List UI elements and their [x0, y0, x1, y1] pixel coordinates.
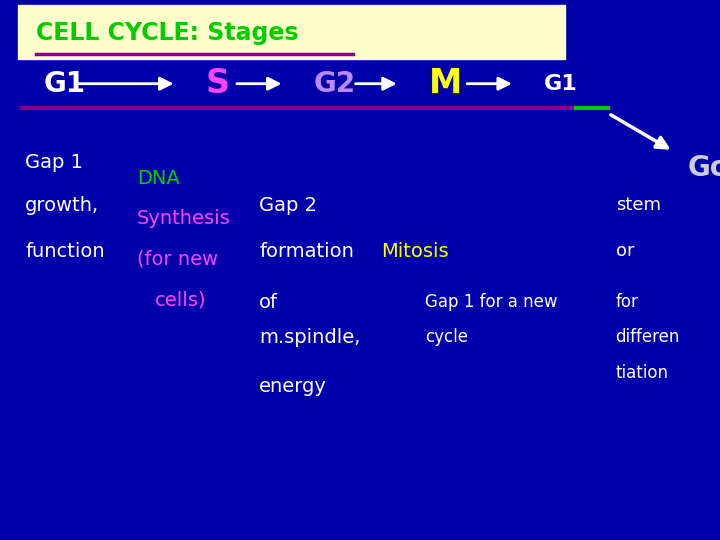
Text: or: or: [616, 242, 634, 260]
Text: Mitosis: Mitosis: [382, 241, 449, 261]
Text: Gap 1 for a new: Gap 1 for a new: [425, 293, 557, 312]
Text: function: function: [25, 241, 105, 261]
Text: (for new: (for new: [137, 249, 218, 269]
Text: cells): cells): [155, 290, 207, 309]
Text: Synthesis: Synthesis: [137, 209, 230, 228]
Text: Gap 1: Gap 1: [25, 152, 84, 172]
Text: differen: differen: [616, 328, 680, 347]
Text: for: for: [616, 293, 639, 312]
Text: cycle: cycle: [425, 328, 468, 347]
Text: Gap 2: Gap 2: [259, 195, 318, 215]
Text: G1: G1: [544, 73, 577, 94]
Text: DNA: DNA: [137, 168, 179, 188]
Text: tiation: tiation: [616, 363, 669, 382]
Text: M: M: [428, 67, 462, 100]
Text: G1: G1: [43, 70, 85, 98]
FancyBboxPatch shape: [18, 5, 565, 59]
Text: energy: energy: [259, 376, 327, 396]
Text: m.spindle,: m.spindle,: [259, 328, 361, 347]
Text: stem: stem: [616, 196, 661, 214]
Text: G2: G2: [313, 70, 356, 98]
Text: formation: formation: [259, 241, 354, 261]
Text: of: of: [259, 293, 278, 312]
Text: Go: Go: [688, 154, 720, 182]
Text: CELL CYCLE: Stages: CELL CYCLE: Stages: [36, 22, 299, 45]
Text: S: S: [205, 67, 229, 100]
Text: growth,: growth,: [25, 195, 99, 215]
